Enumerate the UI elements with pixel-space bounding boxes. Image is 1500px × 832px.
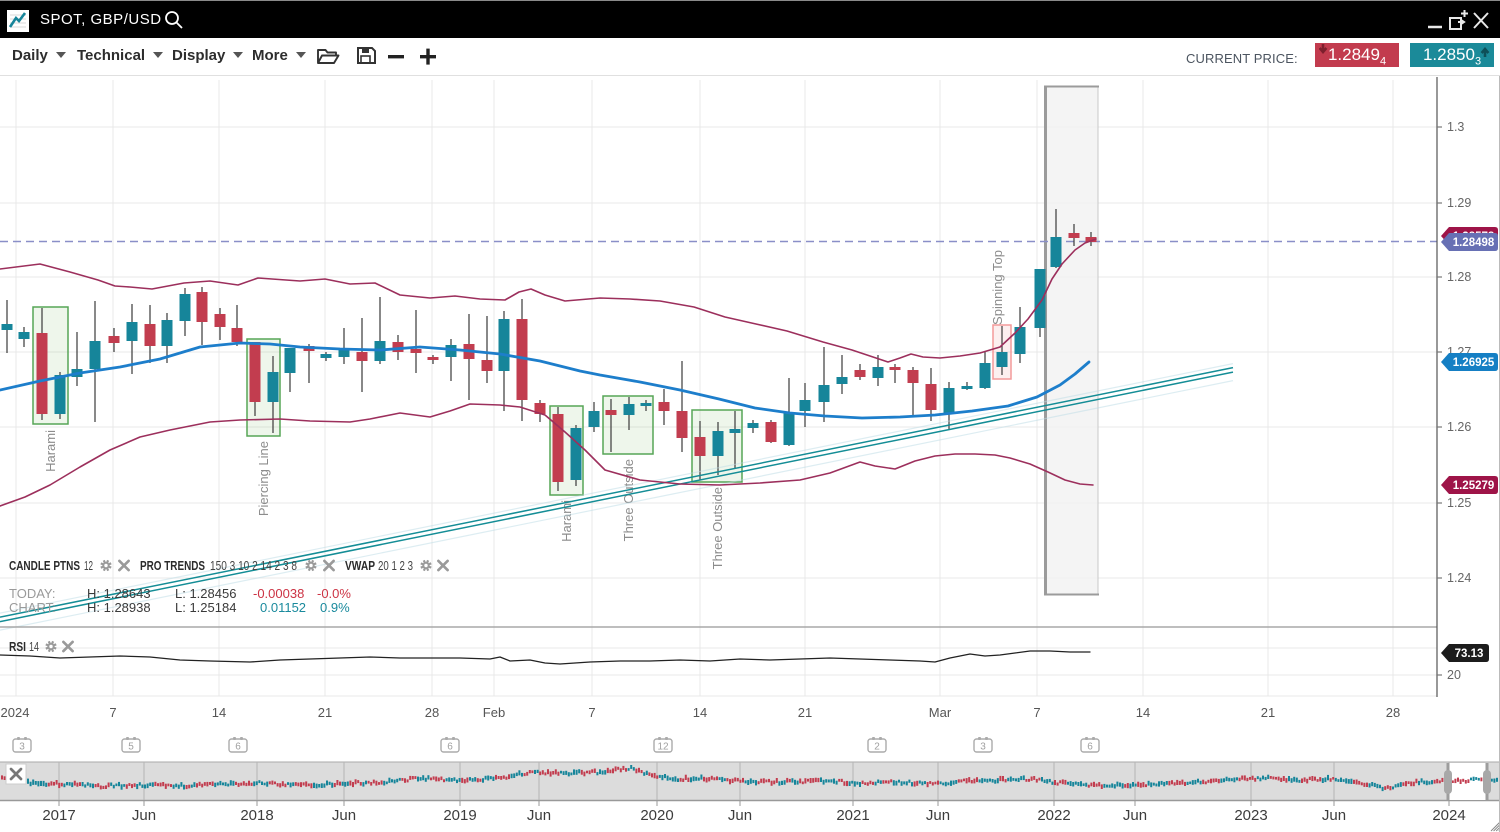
svg-text:1.25279: 1.25279 xyxy=(1453,480,1495,492)
svg-text:73.13: 73.13 xyxy=(1455,648,1484,660)
svg-text:6: 6 xyxy=(447,742,453,753)
svg-text:RSI: RSI xyxy=(9,640,26,654)
svg-text:6: 6 xyxy=(235,742,241,753)
svg-text:2017: 2017 xyxy=(42,807,75,824)
svg-text:3: 3 xyxy=(980,742,986,753)
svg-text:PRO TRENDS: PRO TRENDS xyxy=(140,559,205,573)
svg-text:Harami: Harami xyxy=(43,430,58,472)
svg-text:28: 28 xyxy=(1386,705,1400,720)
svg-text:2022: 2022 xyxy=(1037,807,1070,824)
svg-text:H: 1.28938: H: 1.28938 xyxy=(87,600,151,615)
svg-text:2023: 2023 xyxy=(1234,807,1267,824)
svg-text:20 1 2 3: 20 1 2 3 xyxy=(378,559,413,573)
svg-text:150 3 10 2 14 2 3 8: 150 3 10 2 14 2 3 8 xyxy=(210,559,297,573)
svg-text:7: 7 xyxy=(1033,705,1040,720)
svg-text:1.24: 1.24 xyxy=(1447,571,1471,585)
svg-text:6: 6 xyxy=(1087,742,1093,753)
svg-text:Mar: Mar xyxy=(929,705,952,720)
svg-text:Three Outside: Three Outside xyxy=(710,487,725,569)
svg-text:21: 21 xyxy=(318,705,332,720)
svg-text:H: 1.28643: H: 1.28643 xyxy=(87,586,151,601)
svg-text:7: 7 xyxy=(588,705,595,720)
svg-text:14: 14 xyxy=(693,705,707,720)
svg-text:7: 7 xyxy=(109,705,116,720)
svg-text:12: 12 xyxy=(657,742,669,753)
svg-text:20: 20 xyxy=(1447,668,1461,682)
svg-text:5: 5 xyxy=(128,742,134,753)
svg-text:2019: 2019 xyxy=(443,807,476,824)
svg-text:Jun: Jun xyxy=(1123,807,1147,824)
svg-text:0.01152: 0.01152 xyxy=(260,600,306,615)
svg-text:1.26925: 1.26925 xyxy=(1453,357,1495,369)
svg-text:12: 12 xyxy=(84,559,93,573)
svg-text:2024: 2024 xyxy=(1,705,30,720)
svg-text:-0.00038: -0.00038 xyxy=(253,586,304,601)
svg-text:1.3: 1.3 xyxy=(1447,120,1464,134)
svg-text:1.29: 1.29 xyxy=(1447,196,1471,210)
svg-text:L: 1.25184: L: 1.25184 xyxy=(175,600,236,615)
svg-text:1.26: 1.26 xyxy=(1447,420,1471,434)
svg-text:14: 14 xyxy=(212,705,226,720)
svg-text:Harami: Harami xyxy=(559,500,574,542)
svg-text:Jun: Jun xyxy=(728,807,752,824)
svg-text:28: 28 xyxy=(425,705,439,720)
svg-text:21: 21 xyxy=(1261,705,1275,720)
svg-text:Jun: Jun xyxy=(527,807,551,824)
svg-text:Jun: Jun xyxy=(926,807,950,824)
svg-text:1.28498: 1.28498 xyxy=(1453,237,1495,249)
svg-text:2018: 2018 xyxy=(240,807,273,824)
svg-text:1.25: 1.25 xyxy=(1447,496,1471,510)
svg-text:Three Outside: Three Outside xyxy=(621,459,636,541)
svg-text:2024: 2024 xyxy=(1432,807,1465,824)
svg-text:Feb: Feb xyxy=(483,705,505,720)
svg-text:14: 14 xyxy=(1136,705,1150,720)
svg-text:CHART:: CHART: xyxy=(9,600,56,615)
svg-text:-0.0%: -0.0% xyxy=(317,586,351,601)
svg-text:2020: 2020 xyxy=(640,807,673,824)
svg-text:3: 3 xyxy=(19,742,25,753)
svg-text:Jun: Jun xyxy=(132,807,156,824)
svg-text:14: 14 xyxy=(29,640,39,654)
svg-text:Jun: Jun xyxy=(332,807,356,824)
svg-text:L: 1.28456: L: 1.28456 xyxy=(175,586,236,601)
svg-text:Piercing Line: Piercing Line xyxy=(256,441,271,516)
svg-text:2: 2 xyxy=(874,742,880,753)
svg-text:CANDLE PTNS: CANDLE PTNS xyxy=(9,559,80,573)
svg-text:VWAP: VWAP xyxy=(345,559,375,573)
svg-text:0.9%: 0.9% xyxy=(320,600,350,615)
svg-text:2021: 2021 xyxy=(836,807,869,824)
svg-text:Jun: Jun xyxy=(1322,807,1346,824)
svg-text:Spinning Top: Spinning Top xyxy=(990,250,1005,325)
svg-text:21: 21 xyxy=(798,705,812,720)
svg-text:TODAY:: TODAY: xyxy=(9,586,55,601)
svg-text:1.28: 1.28 xyxy=(1447,270,1471,284)
